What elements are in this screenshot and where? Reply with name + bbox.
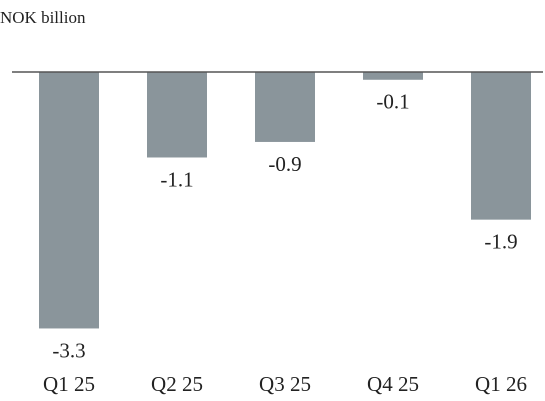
unit-label: NOK billion xyxy=(0,8,86,27)
data-label: -0.1 xyxy=(376,90,409,114)
data-label: -1.1 xyxy=(160,167,193,191)
data-label: -0.9 xyxy=(268,152,301,176)
x-tick-label: Q1 26 xyxy=(475,372,527,396)
bar xyxy=(39,72,99,329)
bar xyxy=(471,72,531,220)
x-tick-label: Q1 25 xyxy=(43,372,95,396)
x-tick-label: Q4 25 xyxy=(367,372,419,396)
bar xyxy=(363,72,423,80)
bar xyxy=(255,72,315,142)
data-label: -3.3 xyxy=(52,338,85,362)
x-tick-label: Q3 25 xyxy=(259,372,311,396)
x-tick-label: Q2 25 xyxy=(151,372,203,396)
data-label: -1.9 xyxy=(484,229,517,253)
bar xyxy=(147,72,207,158)
